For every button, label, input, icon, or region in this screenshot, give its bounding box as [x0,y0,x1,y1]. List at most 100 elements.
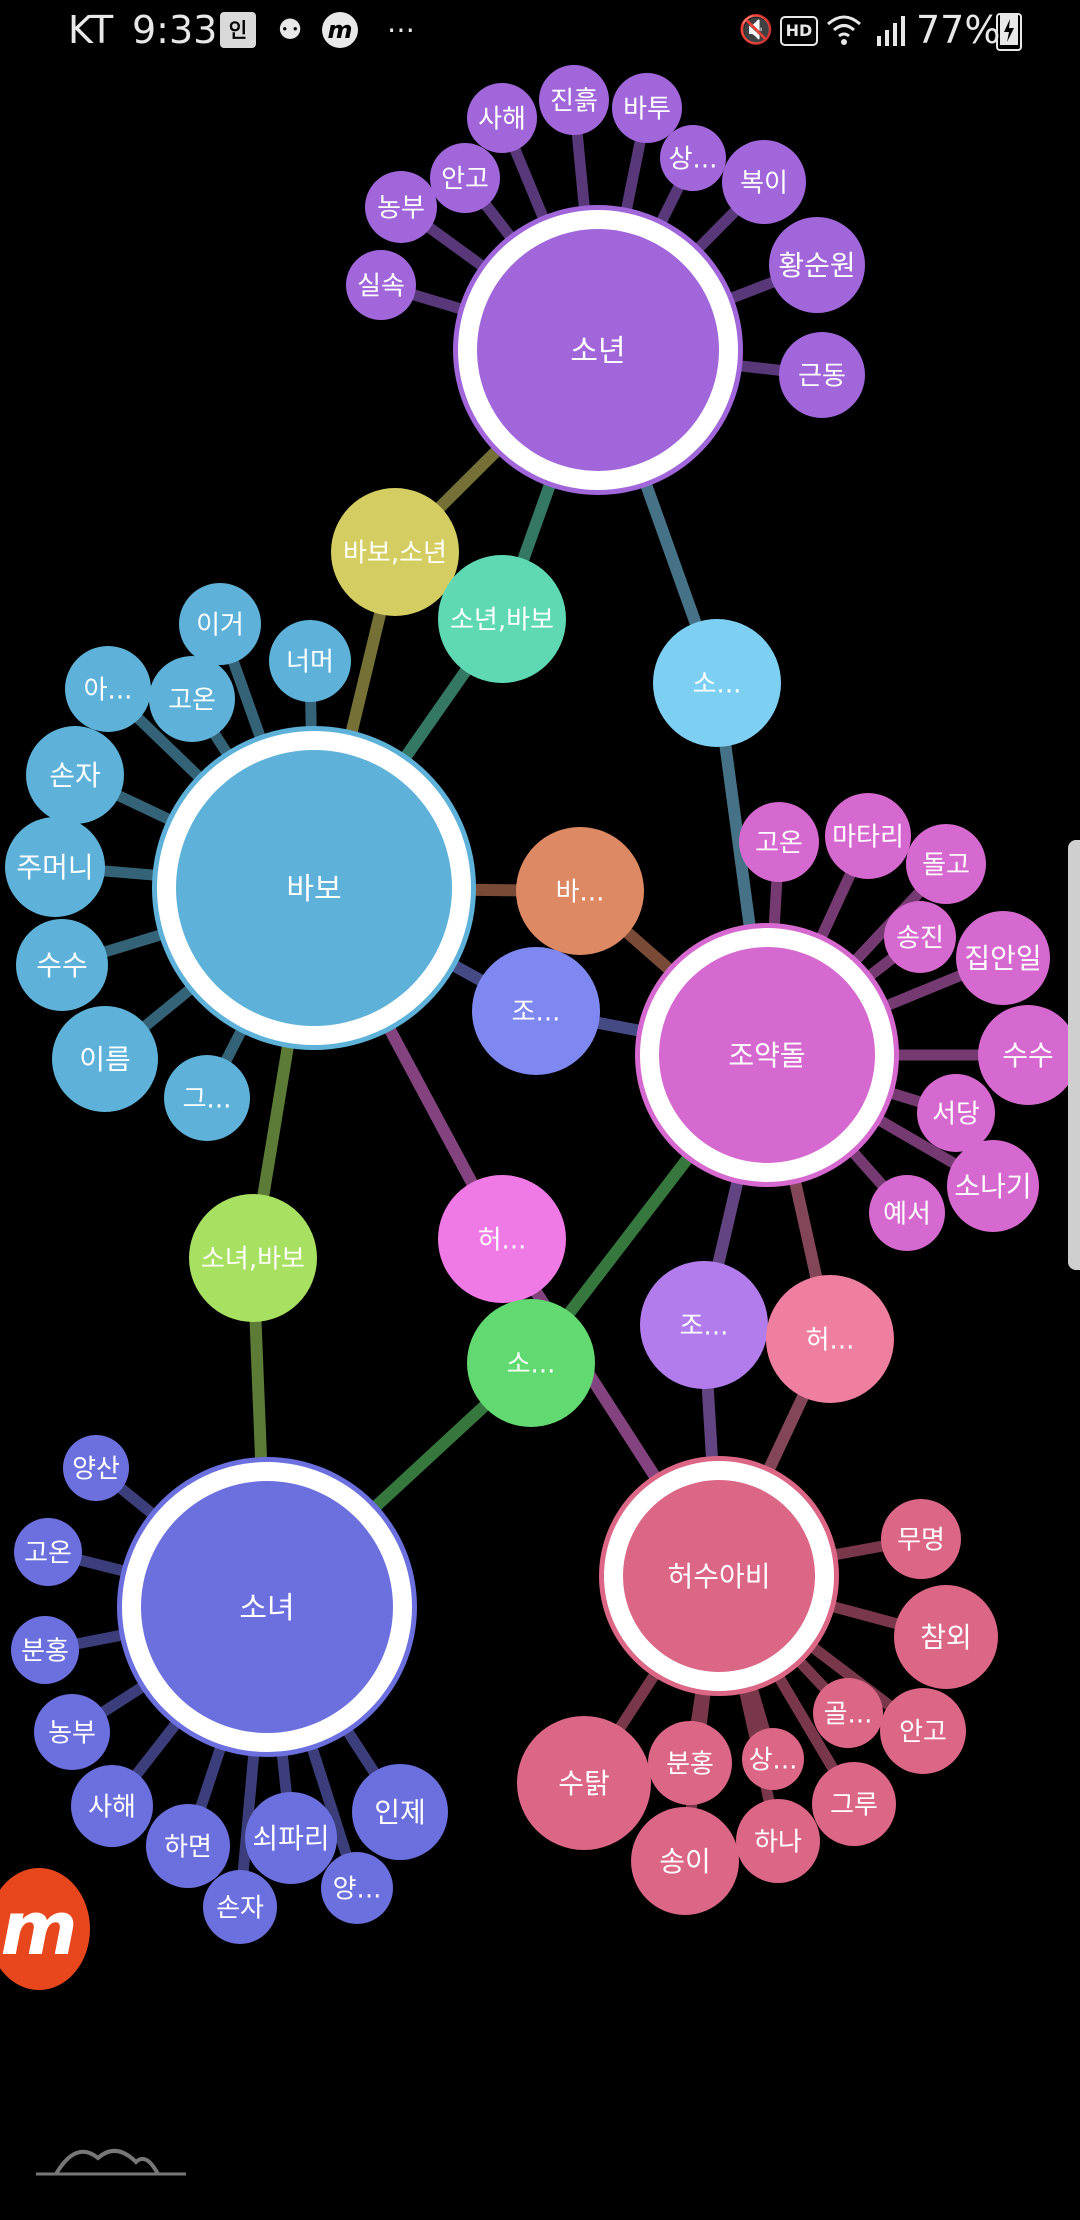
leaf-node[interactable]: 참외 [894,1585,998,1689]
leaf-node-label: 하나 [754,1827,802,1857]
leaf-node-label: 서당 [932,1099,980,1129]
leaf-node[interactable]: 송진 [884,901,956,973]
connector-node[interactable]: 소녀,바보 [189,1194,317,1322]
leaf-node[interactable]: 고온 [14,1518,82,1586]
leaf-node-label: 안고 [441,164,489,194]
leaf-node[interactable]: 하나 [736,1799,820,1883]
leaf-node[interactable]: 이거 [179,583,261,665]
hub-node-sonyeo-label: 소녀 [239,1591,294,1626]
connector-node-label: 조... [680,1311,729,1341]
leaf-node[interactable]: 무명 [881,1499,961,1579]
leaf-node[interactable]: 소나기 [947,1140,1039,1232]
leaf-node[interactable]: 분홍 [648,1721,732,1805]
leaf-node[interactable]: 수수 [978,1005,1078,1105]
hub-node-sonyeo[interactable]: 소녀 [117,1457,417,1757]
leaf-node-label: 실속 [357,271,405,301]
leaf-node[interactable]: 아... [65,646,151,732]
leaf-node[interactable]: 주머니 [5,817,105,917]
leaf-node-label: 하면 [164,1832,212,1862]
leaf-node-label: 상... [669,144,718,174]
connector-node-label: 소년,바보 [450,605,554,635]
leaf-node[interactable]: 고온 [149,656,235,742]
hub-node-heosuabi-label: 허수아비 [667,1560,770,1593]
leaf-node-label: 농부 [48,1718,96,1748]
leaf-node[interactable]: 상... [742,1728,804,1790]
leaf-node[interactable]: 안고 [430,143,500,213]
connector-node[interactable]: 바... [516,827,644,955]
leaf-node[interactable]: 수수 [16,919,108,1011]
connector-node[interactable]: 소년,바보 [438,555,566,683]
m-app-icon: m [322,12,358,48]
hub-node-sonyeon[interactable]: 소년 [453,205,743,495]
leaf-node[interactable]: 근동 [779,332,865,418]
connector-node[interactable]: 조... [640,1261,768,1389]
leaf-node[interactable]: 분홍 [11,1616,79,1684]
leaf-node-label: 인제 [374,1796,426,1829]
hub-node-joyakdol[interactable]: 조약돌 [635,923,899,1187]
leaf-node[interactable]: 수탉 [517,1716,651,1850]
leaf-node[interactable]: 골... [813,1678,883,1748]
leaf-node[interactable]: 집안일 [956,911,1050,1005]
connector-node-label: 소... [693,669,742,699]
leaf-node[interactable]: 바투 [612,73,682,143]
leaf-node[interactable]: 그루 [812,1762,896,1846]
leaf-node-label: 농부 [377,193,425,223]
connector-node[interactable]: 소... [467,1299,595,1427]
leaf-node[interactable]: 양산 [63,1435,129,1501]
leaf-node[interactable]: 진흙 [539,65,609,135]
leaf-node-label: 골... [824,1699,873,1729]
leaf-node-label: 이거 [196,610,244,640]
leaf-node[interactable]: 서당 [917,1074,995,1152]
leaf-node-label: 사해 [478,104,526,134]
mute-icon: 🔇 [738,13,774,46]
leaf-node-label: 복이 [740,168,788,198]
leaf-node[interactable]: 송이 [631,1807,739,1915]
leaf-node-label: 황순원 [778,249,855,282]
connector-node[interactable]: 조... [472,947,600,1075]
hub-node-heosuabi[interactable]: 허수아비 [599,1456,839,1696]
wifi-icon [826,12,862,48]
mountain-logo-icon [36,2149,186,2176]
leaf-node[interactable]: 인제 [352,1764,448,1860]
leaf-node[interactable]: 이름 [52,1006,158,1112]
leaf-node[interactable]: 너머 [269,620,351,702]
connector-node[interactable]: 허... [438,1175,566,1303]
leaf-node[interactable]: 황순원 [769,217,865,313]
leaf-node[interactable]: 농부 [365,171,437,243]
leaf-node-label: 고온 [755,828,803,858]
connector-node[interactable]: 허... [766,1275,894,1403]
leaf-node-label: 손자 [216,1893,264,1923]
leaf-node[interactable]: 마타리 [825,793,911,879]
leaf-node[interactable]: 사해 [467,83,537,153]
battery-percent: 77% [916,8,1001,52]
leaf-node[interactable]: 상... [660,125,726,191]
hub-node-babo[interactable]: 바보 [152,726,476,1050]
leaf-node[interactable]: 복이 [722,140,806,224]
leaf-node[interactable]: 고온 [739,802,819,882]
leaf-node[interactable]: 양... [321,1852,393,1924]
leaf-node[interactable]: 예서 [869,1175,945,1251]
leaf-node[interactable]: 안고 [880,1688,966,1774]
scrollbar-handle[interactable] [1068,840,1080,1270]
leaf-node-label: 아... [84,675,133,705]
leaf-node[interactable]: 손자 [203,1870,277,1944]
leaf-node[interactable]: 쇠파리 [245,1792,337,1884]
leaf-node-label: 송진 [896,923,944,953]
m-app-fab-button[interactable]: m [0,1868,90,1990]
leaf-node[interactable]: 실속 [346,250,416,320]
leaf-node[interactable]: 돌고 [906,824,986,904]
leaf-node[interactable]: 손자 [26,726,124,824]
leaf-node[interactable]: 하면 [146,1804,230,1888]
leaf-node[interactable]: 사해 [71,1765,153,1847]
connector-node-label: 바... [556,877,605,907]
connector-node-label: 소녀,바보 [201,1244,305,1274]
connector-node[interactable]: 바보,소년 [331,488,459,616]
leaf-node-label: 양... [333,1874,382,1904]
hub-node-babo-label: 바보 [286,872,341,907]
status-bar: KT 9:33 인 ⚉ m ⋯ 🔇 HD 77% [0,0,1080,64]
leaf-node[interactable]: 농부 [34,1694,110,1770]
leaf-node[interactable]: 그... [164,1055,250,1141]
leaf-node-label: 주머니 [16,851,93,884]
connector-node[interactable]: 소... [653,619,781,747]
